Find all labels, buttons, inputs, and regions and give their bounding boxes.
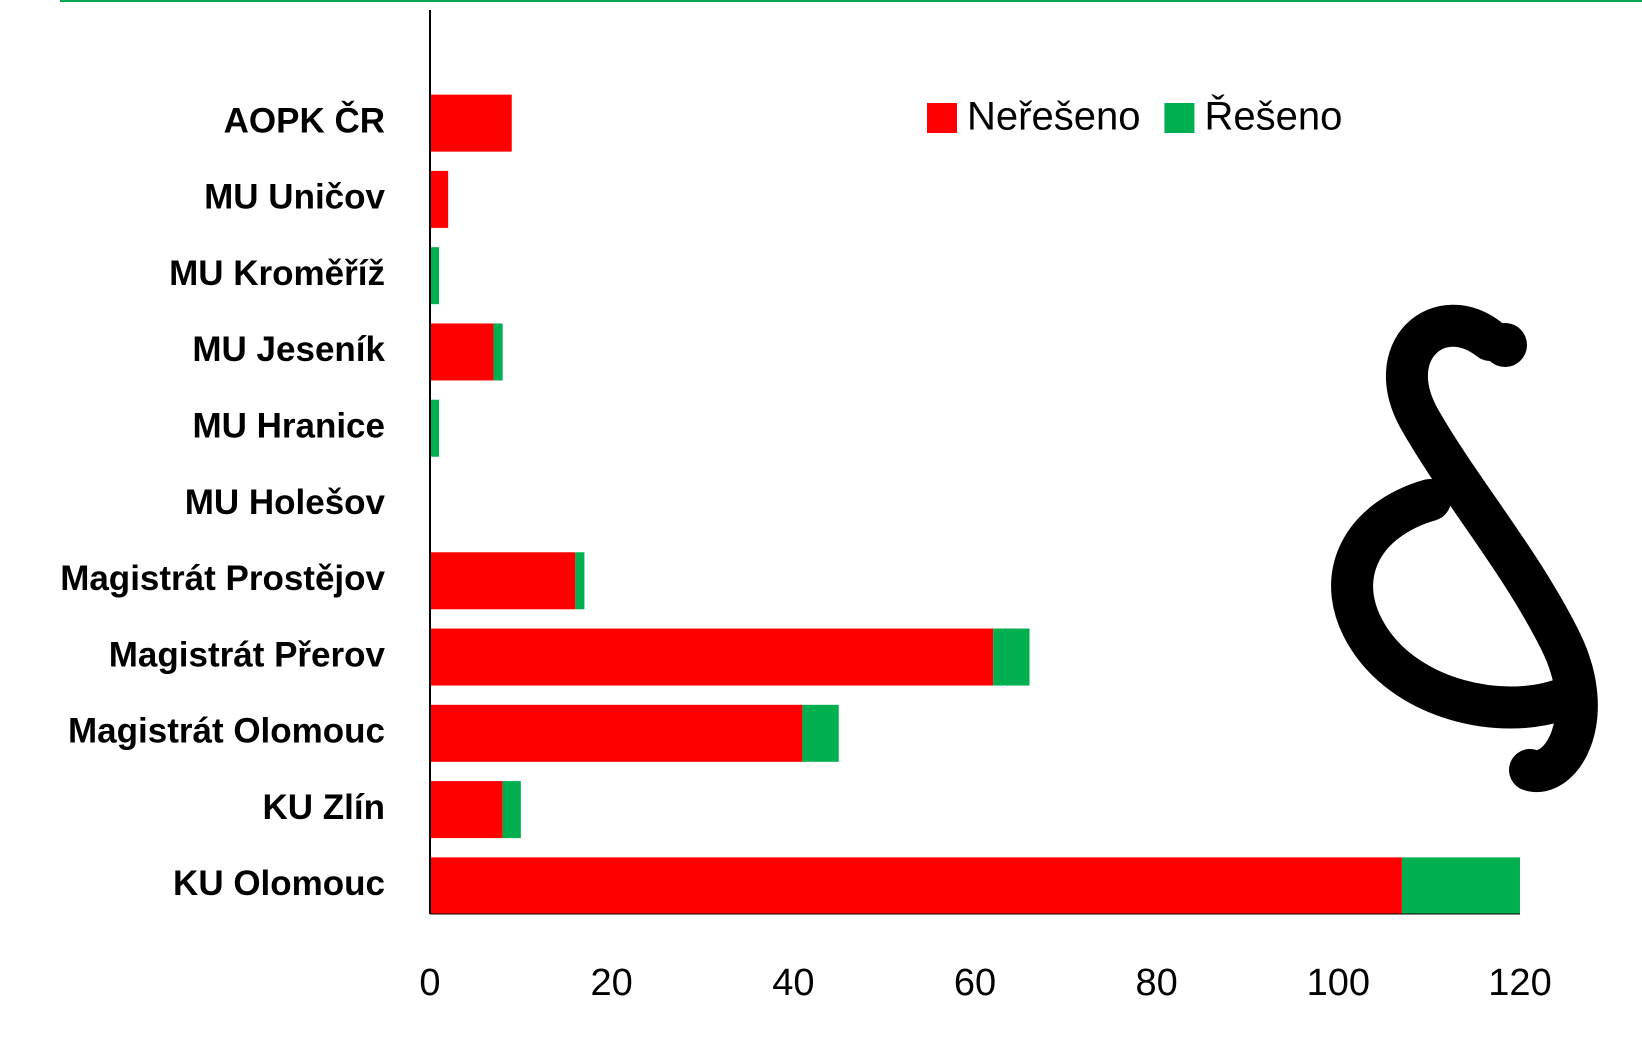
x-tick-label: 40: [772, 962, 814, 1004]
x-tick-label: 0: [419, 962, 440, 1004]
category-label: MU Kroměříž: [169, 254, 385, 293]
chart: AOPK ČR MU Uničov MU Kroměříž MU Jeseník MU …: [0, 0, 1642, 1048]
legend-label: Řešeno: [1204, 94, 1342, 139]
bar-segment: [430, 629, 993, 686]
bar-segment: [430, 247, 439, 304]
category-label: Magistrát Olomouc: [68, 712, 385, 751]
bar-segment: [503, 781, 521, 838]
page: {"chart_data": {"type": "stacked-bar-hor…: [0, 0, 1642, 1048]
category-label: AOPK ČR: [224, 100, 385, 140]
category-label: MU Holešov: [185, 483, 386, 522]
legend-swatch: [927, 103, 957, 133]
bar-segment: [802, 705, 838, 762]
x-tick-label: 80: [1136, 962, 1178, 1004]
bar-segment: [430, 705, 802, 762]
paragraph-symbol-decoration: [1352, 323, 1577, 771]
bar-segment: [430, 171, 448, 228]
category-label: MU Uničov: [204, 178, 385, 217]
category-label: KU Zlín: [263, 788, 385, 827]
category-label: Magistrát Přerov: [109, 635, 386, 674]
x-tick-label: 60: [954, 962, 996, 1004]
bar-segment: [430, 95, 512, 152]
category-label: KU Olomouc: [173, 864, 385, 903]
legend-label: Neřešeno: [967, 95, 1140, 139]
category-label: MU Hranice: [192, 406, 385, 445]
bar-segment: [430, 400, 439, 457]
bar-segment: [575, 552, 584, 609]
bar-segment: [1402, 857, 1520, 914]
x-tick-label: 100: [1307, 962, 1370, 1004]
category-label: MU Jeseník: [192, 330, 385, 369]
bar-segment: [430, 323, 494, 380]
x-tick-label: 20: [591, 962, 633, 1004]
bar-segment: [993, 629, 1029, 686]
x-tick-label: 120: [1488, 962, 1551, 1004]
bar-segment: [430, 552, 575, 609]
bar-segment: [430, 781, 503, 838]
bar-segment: [494, 323, 503, 380]
bar-segment: [430, 857, 1402, 914]
category-label: Magistrát Prostějov: [60, 559, 385, 598]
legend-swatch: [1164, 103, 1194, 133]
